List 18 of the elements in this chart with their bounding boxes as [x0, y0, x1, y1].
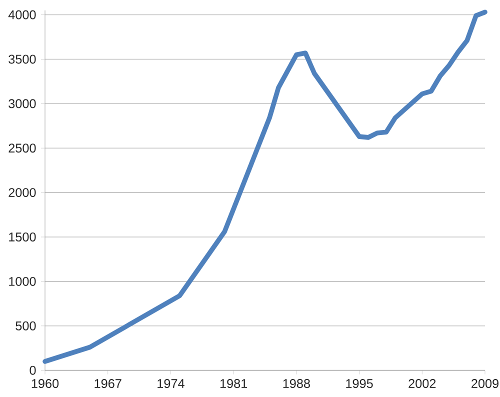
- y-tick-label: 1500: [9, 232, 36, 242]
- y-tick-label: 500: [16, 321, 36, 330]
- y-tick-label: 2000: [8, 188, 36, 198]
- y-tick-label: 4000: [8, 10, 36, 20]
- x-tick-label: 1960: [32, 379, 59, 388]
- y-tick-label: 3000: [8, 99, 36, 108]
- x-tick-label: 1995: [346, 379, 373, 388]
- x-tick-label: 1967: [94, 379, 122, 388]
- y-tick-label: 0: [30, 366, 36, 375]
- x-tick-label: 1988: [283, 379, 310, 388]
- y-tick-label: 2500: [8, 144, 36, 153]
- y-tick-label: 1000: [9, 276, 36, 286]
- x-tick-label: 2009: [472, 379, 498, 388]
- x-tick-label: 1981: [220, 379, 248, 388]
- y-tick-label: 3500: [8, 54, 36, 64]
- x-tick-label: 1974: [158, 379, 184, 388]
- x-tick-label: 2002: [408, 379, 436, 388]
- line-series: [42, 10, 488, 364]
